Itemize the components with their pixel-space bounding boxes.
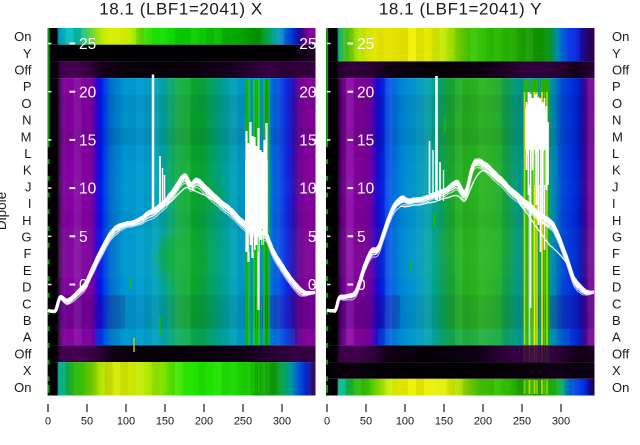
svg-text:K: K [23, 163, 32, 178]
svg-text:G: G [21, 230, 31, 245]
svg-text:L: L [24, 146, 31, 161]
svg-text:P: P [23, 79, 32, 94]
svg-text:G: G [612, 230, 622, 245]
svg-text:M: M [21, 129, 32, 144]
svg-text:B: B [23, 313, 32, 328]
svg-text:20: 20 [79, 84, 97, 101]
svg-text:0: 0 [308, 277, 317, 294]
svg-text:20: 20 [357, 84, 375, 101]
svg-text:J: J [612, 179, 619, 194]
svg-text:Off: Off [14, 63, 31, 78]
svg-text:O: O [612, 96, 622, 111]
svg-text:5: 5 [308, 229, 317, 246]
svg-text:150: 150 [435, 416, 453, 428]
svg-text:25: 25 [79, 36, 96, 53]
svg-text:18.1 (LBF1=2041) X: 18.1 (LBF1=2041) X [99, 0, 262, 19]
svg-text:0: 0 [79, 277, 88, 294]
svg-text:E: E [23, 263, 32, 278]
svg-text:10: 10 [299, 181, 317, 198]
svg-text:10: 10 [357, 181, 375, 198]
svg-text:X: X [23, 363, 32, 378]
svg-text:F: F [612, 246, 620, 261]
svg-text:D: D [22, 280, 31, 295]
svg-text:200: 200 [195, 416, 213, 428]
svg-text:0: 0 [324, 416, 330, 428]
svg-text:18.1 (LBF1=2041) Y: 18.1 (LBF1=2041) Y [379, 0, 542, 19]
svg-text:15: 15 [79, 133, 96, 150]
svg-text:300: 300 [552, 416, 570, 428]
svg-text:Off: Off [612, 63, 629, 78]
svg-text:On: On [14, 380, 31, 395]
svg-text:15: 15 [357, 133, 374, 150]
svg-text:0: 0 [357, 277, 366, 294]
svg-text:X: X [612, 363, 621, 378]
svg-text:Y: Y [612, 46, 621, 61]
svg-text:H: H [22, 213, 31, 228]
svg-text:Off: Off [612, 346, 629, 361]
svg-text:C: C [612, 296, 621, 311]
svg-text:I: I [612, 196, 616, 211]
svg-text:15: 15 [299, 133, 316, 150]
svg-text:J: J [25, 179, 32, 194]
svg-text:250: 250 [513, 416, 531, 428]
svg-text:M: M [612, 129, 623, 144]
svg-text:20: 20 [299, 84, 317, 101]
svg-text:A: A [23, 330, 32, 345]
svg-text:P: P [612, 79, 621, 94]
svg-text:Off: Off [14, 346, 31, 361]
svg-text:N: N [612, 113, 621, 128]
svg-text:250: 250 [234, 416, 252, 428]
svg-text:On: On [14, 29, 31, 44]
svg-text:E: E [612, 263, 621, 278]
svg-text:25: 25 [357, 36, 374, 53]
svg-text:K: K [612, 163, 621, 178]
svg-text:C: C [22, 296, 31, 311]
svg-text:A: A [612, 330, 621, 345]
svg-text:I: I [28, 196, 32, 211]
svg-text:150: 150 [156, 416, 174, 428]
svg-text:N: N [22, 113, 31, 128]
svg-text:100: 100 [396, 416, 414, 428]
svg-text:D: D [612, 280, 621, 295]
svg-text:Y: Y [23, 46, 32, 61]
svg-text:H: H [612, 213, 621, 228]
svg-text:O: O [21, 96, 31, 111]
svg-text:On: On [612, 29, 629, 44]
svg-text:On: On [612, 380, 629, 395]
svg-text:50: 50 [360, 416, 372, 428]
svg-text:300: 300 [273, 416, 291, 428]
svg-text:0: 0 [45, 416, 51, 428]
svg-text:5: 5 [357, 229, 366, 246]
svg-text:200: 200 [474, 416, 492, 428]
svg-text:25: 25 [299, 36, 316, 53]
svg-text:F: F [24, 246, 32, 261]
svg-text:100: 100 [117, 416, 135, 428]
svg-text:5: 5 [79, 229, 88, 246]
svg-text:B: B [612, 313, 621, 328]
svg-text:10: 10 [79, 181, 97, 198]
svg-text:L: L [612, 146, 619, 161]
svg-text:Dipole: Dipole [0, 192, 9, 230]
svg-text:50: 50 [81, 416, 93, 428]
